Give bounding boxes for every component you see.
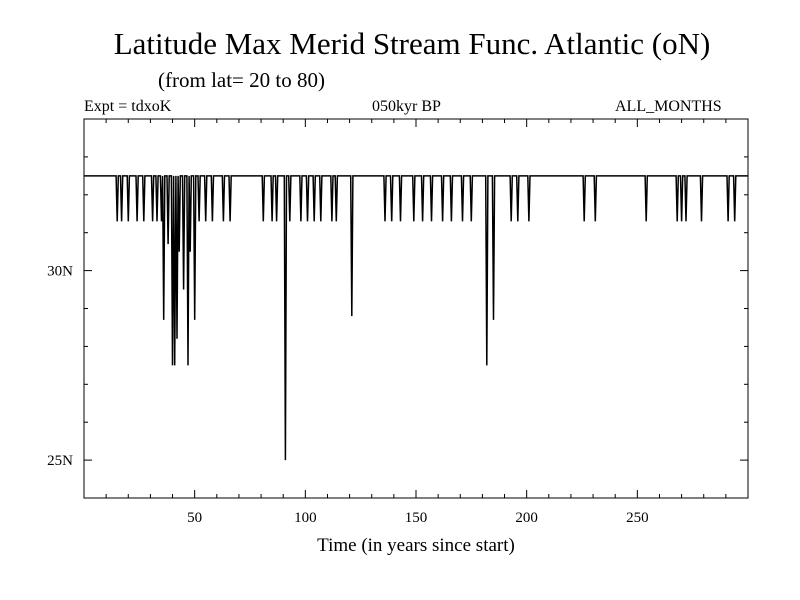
x-tick-label: 150 — [405, 510, 428, 526]
series-line — [84, 175, 748, 461]
y-tick-label: 30N — [47, 264, 73, 280]
y-tick-label: 25N — [47, 453, 73, 469]
months-label: ALL_MONTHS — [615, 98, 722, 115]
x-axis: 50 100 150 200 250 — [105, 119, 727, 526]
x-axis-label: Time (in years since start) — [317, 535, 515, 556]
chart-title: Latitude Max Merid Stream Func. Atlantic… — [113, 26, 711, 61]
period-label: 050kyr BP — [372, 98, 441, 115]
x-tick-label: 100 — [294, 510, 317, 526]
experiment-label: Expt = tdxoK — [84, 98, 172, 115]
chart-subtitle: (from lat= 20 to 80) — [158, 68, 325, 92]
x-tick-label: 50 — [187, 510, 202, 526]
y-axis: 25N 30N — [47, 156, 748, 469]
x-tick-label: 200 — [515, 510, 538, 526]
x-tick-label: 250 — [626, 510, 649, 526]
